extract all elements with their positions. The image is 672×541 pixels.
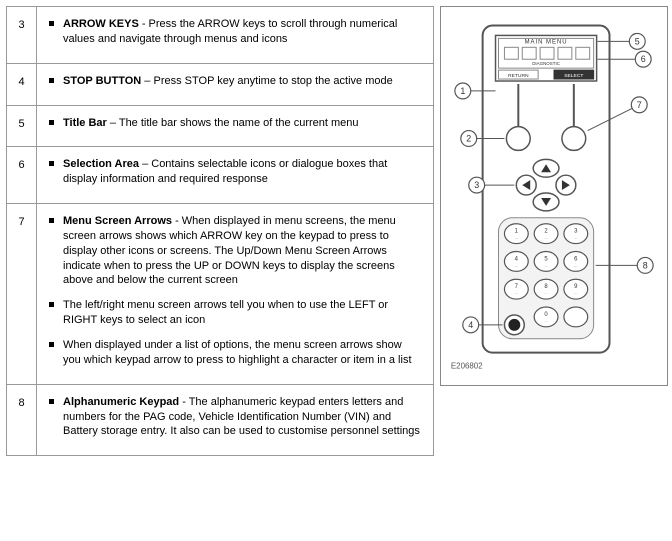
keypad-figure: MAIN MENU DIAGNOSTIC RETURN SELECT — [441, 7, 667, 385]
term: Alphanumeric Keypad — [63, 396, 179, 408]
table-row: 8 Alphanumeric Keypad - The alphanumeric … — [7, 384, 434, 456]
table-row: 6 Selection Area – Contains selectable ic… — [7, 147, 434, 204]
row-number: 6 — [7, 147, 37, 204]
list-item: The left/right menu screen arrows tell y… — [63, 298, 421, 328]
callout-number: 6 — [641, 54, 646, 64]
row-number: 3 — [7, 7, 37, 64]
callout-number: 1 — [460, 86, 465, 96]
term: Selection Area — [63, 158, 139, 170]
keypad-key-digit: 7 — [515, 284, 518, 290]
row-body: Title Bar – The title bar shows the name… — [37, 105, 434, 147]
table-row: 4 STOP BUTTON – Press STOP key anytime to… — [7, 63, 434, 105]
callout-number: 4 — [468, 320, 473, 330]
row-body: STOP BUTTON – Press STOP key anytime to … — [37, 63, 434, 105]
figure-column: MAIN MENU DIAGNOSTIC RETURN SELECT — [434, 6, 668, 535]
callout-number: 2 — [466, 133, 471, 143]
figure-ref: E206802 — [451, 361, 483, 370]
table-row: 3 ARROW KEYS - Press the ARROW keys to sc… — [7, 7, 434, 64]
row-number: 4 — [7, 63, 37, 105]
bullet-list: Menu Screen Arrows - When displayed in m… — [45, 214, 425, 368]
screen-title: MAIN MENU — [525, 39, 568, 45]
description-column: 3 ARROW KEYS - Press the ARROW keys to sc… — [6, 6, 434, 535]
row-body: ARROW KEYS - Press the ARROW keys to scr… — [37, 7, 434, 64]
page: 3 ARROW KEYS - Press the ARROW keys to sc… — [0, 0, 672, 541]
bullet-list: Alphanumeric Keypad - The alphanumeric k… — [45, 395, 425, 440]
keypad-key-sub: ··· — [544, 292, 547, 296]
list-item: Selection Area – Contains selectable ico… — [63, 157, 421, 187]
keypad-key-sub: ··· — [574, 237, 577, 241]
round-softkey — [506, 127, 530, 151]
list-item: Menu Screen Arrows - When displayed in m… — [63, 214, 421, 288]
keypad-key-sub: ··· — [515, 292, 518, 296]
keypad-key-sub: ··· — [574, 292, 577, 296]
keypad-key-sub: ··· — [515, 264, 518, 268]
term: Menu Screen Arrows — [63, 215, 172, 227]
list-item: ARROW KEYS - Press the ARROW keys to scr… — [63, 17, 421, 47]
screen-subtitle: DIAGNOSTIC — [532, 61, 560, 66]
list-item: Title Bar – The title bar shows the name… — [63, 116, 421, 131]
keypad-key — [564, 307, 588, 327]
keypad-key-sub: ··· — [544, 264, 547, 268]
row-body: Alphanumeric Keypad - The alphanumeric k… — [37, 384, 434, 456]
row-number: 5 — [7, 105, 37, 147]
figure-frame: MAIN MENU DIAGNOSTIC RETURN SELECT — [440, 6, 668, 386]
row-body: Selection Area – Contains selectable ico… — [37, 147, 434, 204]
list-item: STOP BUTTON – Press STOP key anytime to … — [63, 74, 421, 89]
keypad-key-sub: ··· — [515, 237, 518, 241]
callout-number: 7 — [637, 100, 642, 110]
softkey-right-label: SELECT — [564, 73, 583, 79]
callout-number: 8 — [643, 260, 648, 270]
row-body: Menu Screen Arrows - When displayed in m… — [37, 204, 434, 385]
term: Title Bar — [63, 117, 107, 129]
stop-button-icon — [508, 319, 520, 331]
bullet-list: Title Bar – The title bar shows the name… — [45, 116, 425, 131]
two-column-layout: 3 ARROW KEYS - Press the ARROW keys to sc… — [6, 6, 666, 535]
round-softkey — [562, 127, 586, 151]
bullet-list: ARROW KEYS - Press the ARROW keys to scr… — [45, 17, 425, 47]
keypad-key-sub: ··· — [574, 264, 577, 268]
bullet-list: Selection Area – Contains selectable ico… — [45, 157, 425, 187]
callout-number: 5 — [635, 36, 640, 46]
list-item: Alphanumeric Keypad - The alphanumeric k… — [63, 395, 421, 440]
softkey-left-label: RETURN — [508, 73, 529, 79]
description-table: 3 ARROW KEYS - Press the ARROW keys to sc… — [6, 6, 434, 456]
list-item: When displayed under a list of options, … — [63, 338, 421, 368]
keypad-key-sub: ··· — [544, 320, 547, 324]
table-row: 7 Menu Screen Arrows - When displayed in … — [7, 204, 434, 385]
row-number: 7 — [7, 204, 37, 385]
keypad-key-sub: ··· — [544, 237, 547, 241]
bullet-list: STOP BUTTON – Press STOP key anytime to … — [45, 74, 425, 89]
callout-number: 3 — [474, 180, 479, 190]
row-number: 8 — [7, 384, 37, 456]
keypad-key-digit: 2 — [544, 229, 547, 235]
term: STOP BUTTON — [63, 75, 141, 87]
term: ARROW KEYS — [63, 18, 139, 30]
table-row: 5 Title Bar – The title bar shows the nam… — [7, 105, 434, 147]
